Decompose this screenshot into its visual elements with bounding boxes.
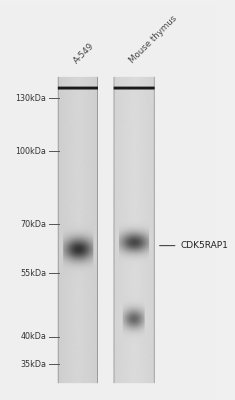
Text: CDK5RAP1: CDK5RAP1 [160,241,228,250]
Text: 130kDa: 130kDa [16,94,46,103]
Text: 55kDa: 55kDa [20,268,46,278]
Text: 40kDa: 40kDa [20,332,46,341]
Text: 35kDa: 35kDa [20,360,46,369]
Text: A-549: A-549 [72,41,96,65]
Text: 100kDa: 100kDa [16,147,46,156]
Text: 70kDa: 70kDa [20,220,46,228]
Text: Mouse thymus: Mouse thymus [128,14,179,65]
